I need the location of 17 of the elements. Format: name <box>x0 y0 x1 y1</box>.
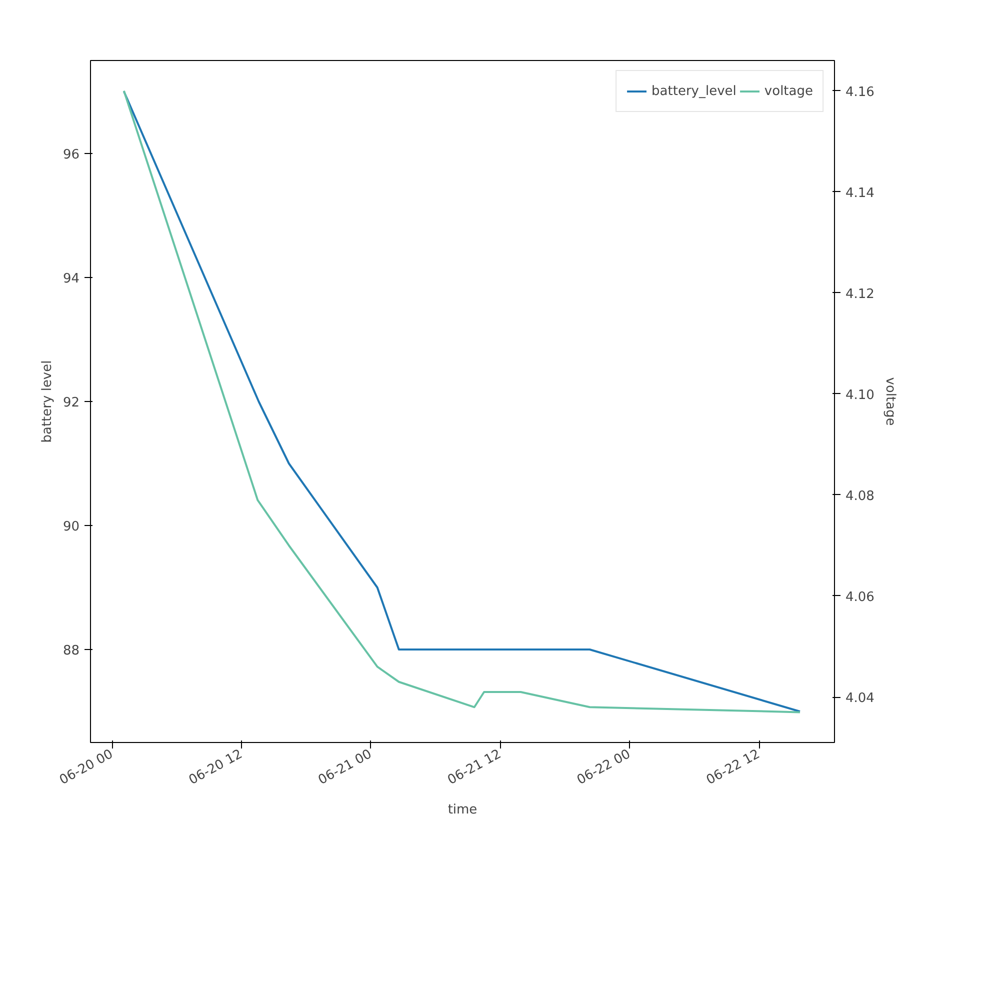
legend-label: battery_level <box>652 84 736 98</box>
y2-tick-label: 4.16 <box>846 84 874 100</box>
y2-tick-label: 4.14 <box>846 186 874 201</box>
y-tick-label: 92 <box>62 396 80 410</box>
y2-tick-label: 4.12 <box>846 286 874 302</box>
y2-tick-label: 4.06 <box>846 590 874 605</box>
y2-tick-label: 4.10 <box>846 388 874 403</box>
y2-axis-title: voltage <box>882 377 898 426</box>
y-axis-title: battery level <box>40 360 55 443</box>
y-tick-label: 94 <box>62 272 80 286</box>
y2-tick-label: 4.08 <box>846 488 874 504</box>
legend-label: voltage <box>764 84 813 98</box>
y-tick-label: 90 <box>62 520 80 534</box>
y2-tick-label: 4.04 <box>846 691 874 706</box>
y-tick-label: 96 <box>62 148 80 162</box>
y-tick-label: 88 <box>62 644 80 658</box>
x-axis-title: time <box>448 802 478 818</box>
